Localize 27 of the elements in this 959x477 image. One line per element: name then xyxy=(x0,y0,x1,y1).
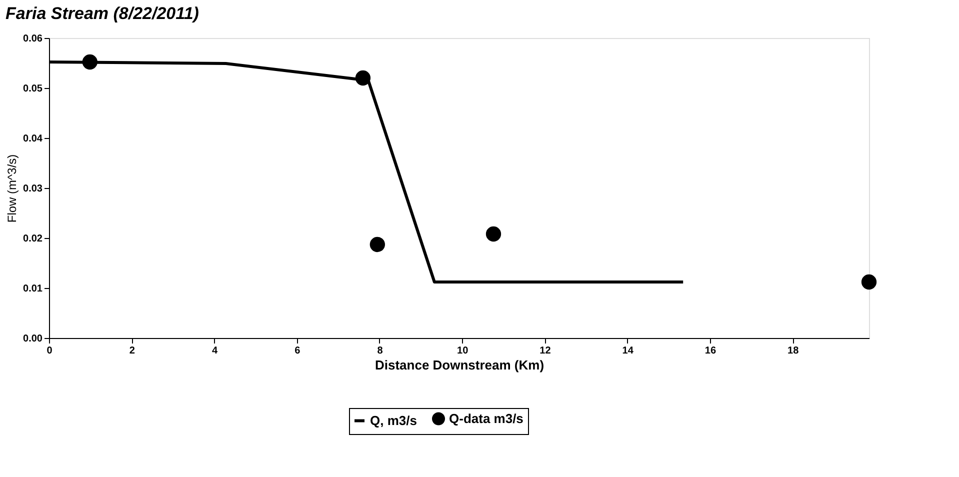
x-tick-label: 0 xyxy=(46,346,53,356)
x-tick-label: 4 xyxy=(212,346,218,356)
x-tick-label: 14 xyxy=(622,346,634,356)
chart-title: Faria Stream (8/22/2011) xyxy=(6,4,200,23)
y-tick-label: 0.04 xyxy=(23,134,43,144)
point xyxy=(861,274,877,290)
legend-label: Q-data m3/s xyxy=(449,410,524,426)
y-tick-label: 0.05 xyxy=(23,84,43,94)
x-tick-label: 8 xyxy=(377,346,384,356)
point xyxy=(486,226,502,242)
y-tick-label: 0.06 xyxy=(23,34,43,44)
y-tick-label: 0.02 xyxy=(23,234,43,244)
y-tick-label: 0.00 xyxy=(23,334,43,344)
y-tick-label: 0.03 xyxy=(23,184,43,194)
x-tick-label: 10 xyxy=(457,346,469,356)
point xyxy=(355,70,371,86)
legend-label: Q, m3/s xyxy=(370,412,417,428)
x-axis-title: Distance Downstream (Km) xyxy=(374,358,544,372)
x-tick-label: 2 xyxy=(129,346,136,356)
x-tick-label: 12 xyxy=(540,346,552,356)
x-tick-label: 18 xyxy=(788,346,800,356)
point xyxy=(370,236,385,252)
x-tick-label: 16 xyxy=(704,346,716,356)
y-tick-label: 0.01 xyxy=(23,284,43,294)
y-axis-title: Flow (m^3/s) xyxy=(5,154,20,223)
point xyxy=(82,54,98,70)
x-tick-label: 6 xyxy=(294,346,301,356)
